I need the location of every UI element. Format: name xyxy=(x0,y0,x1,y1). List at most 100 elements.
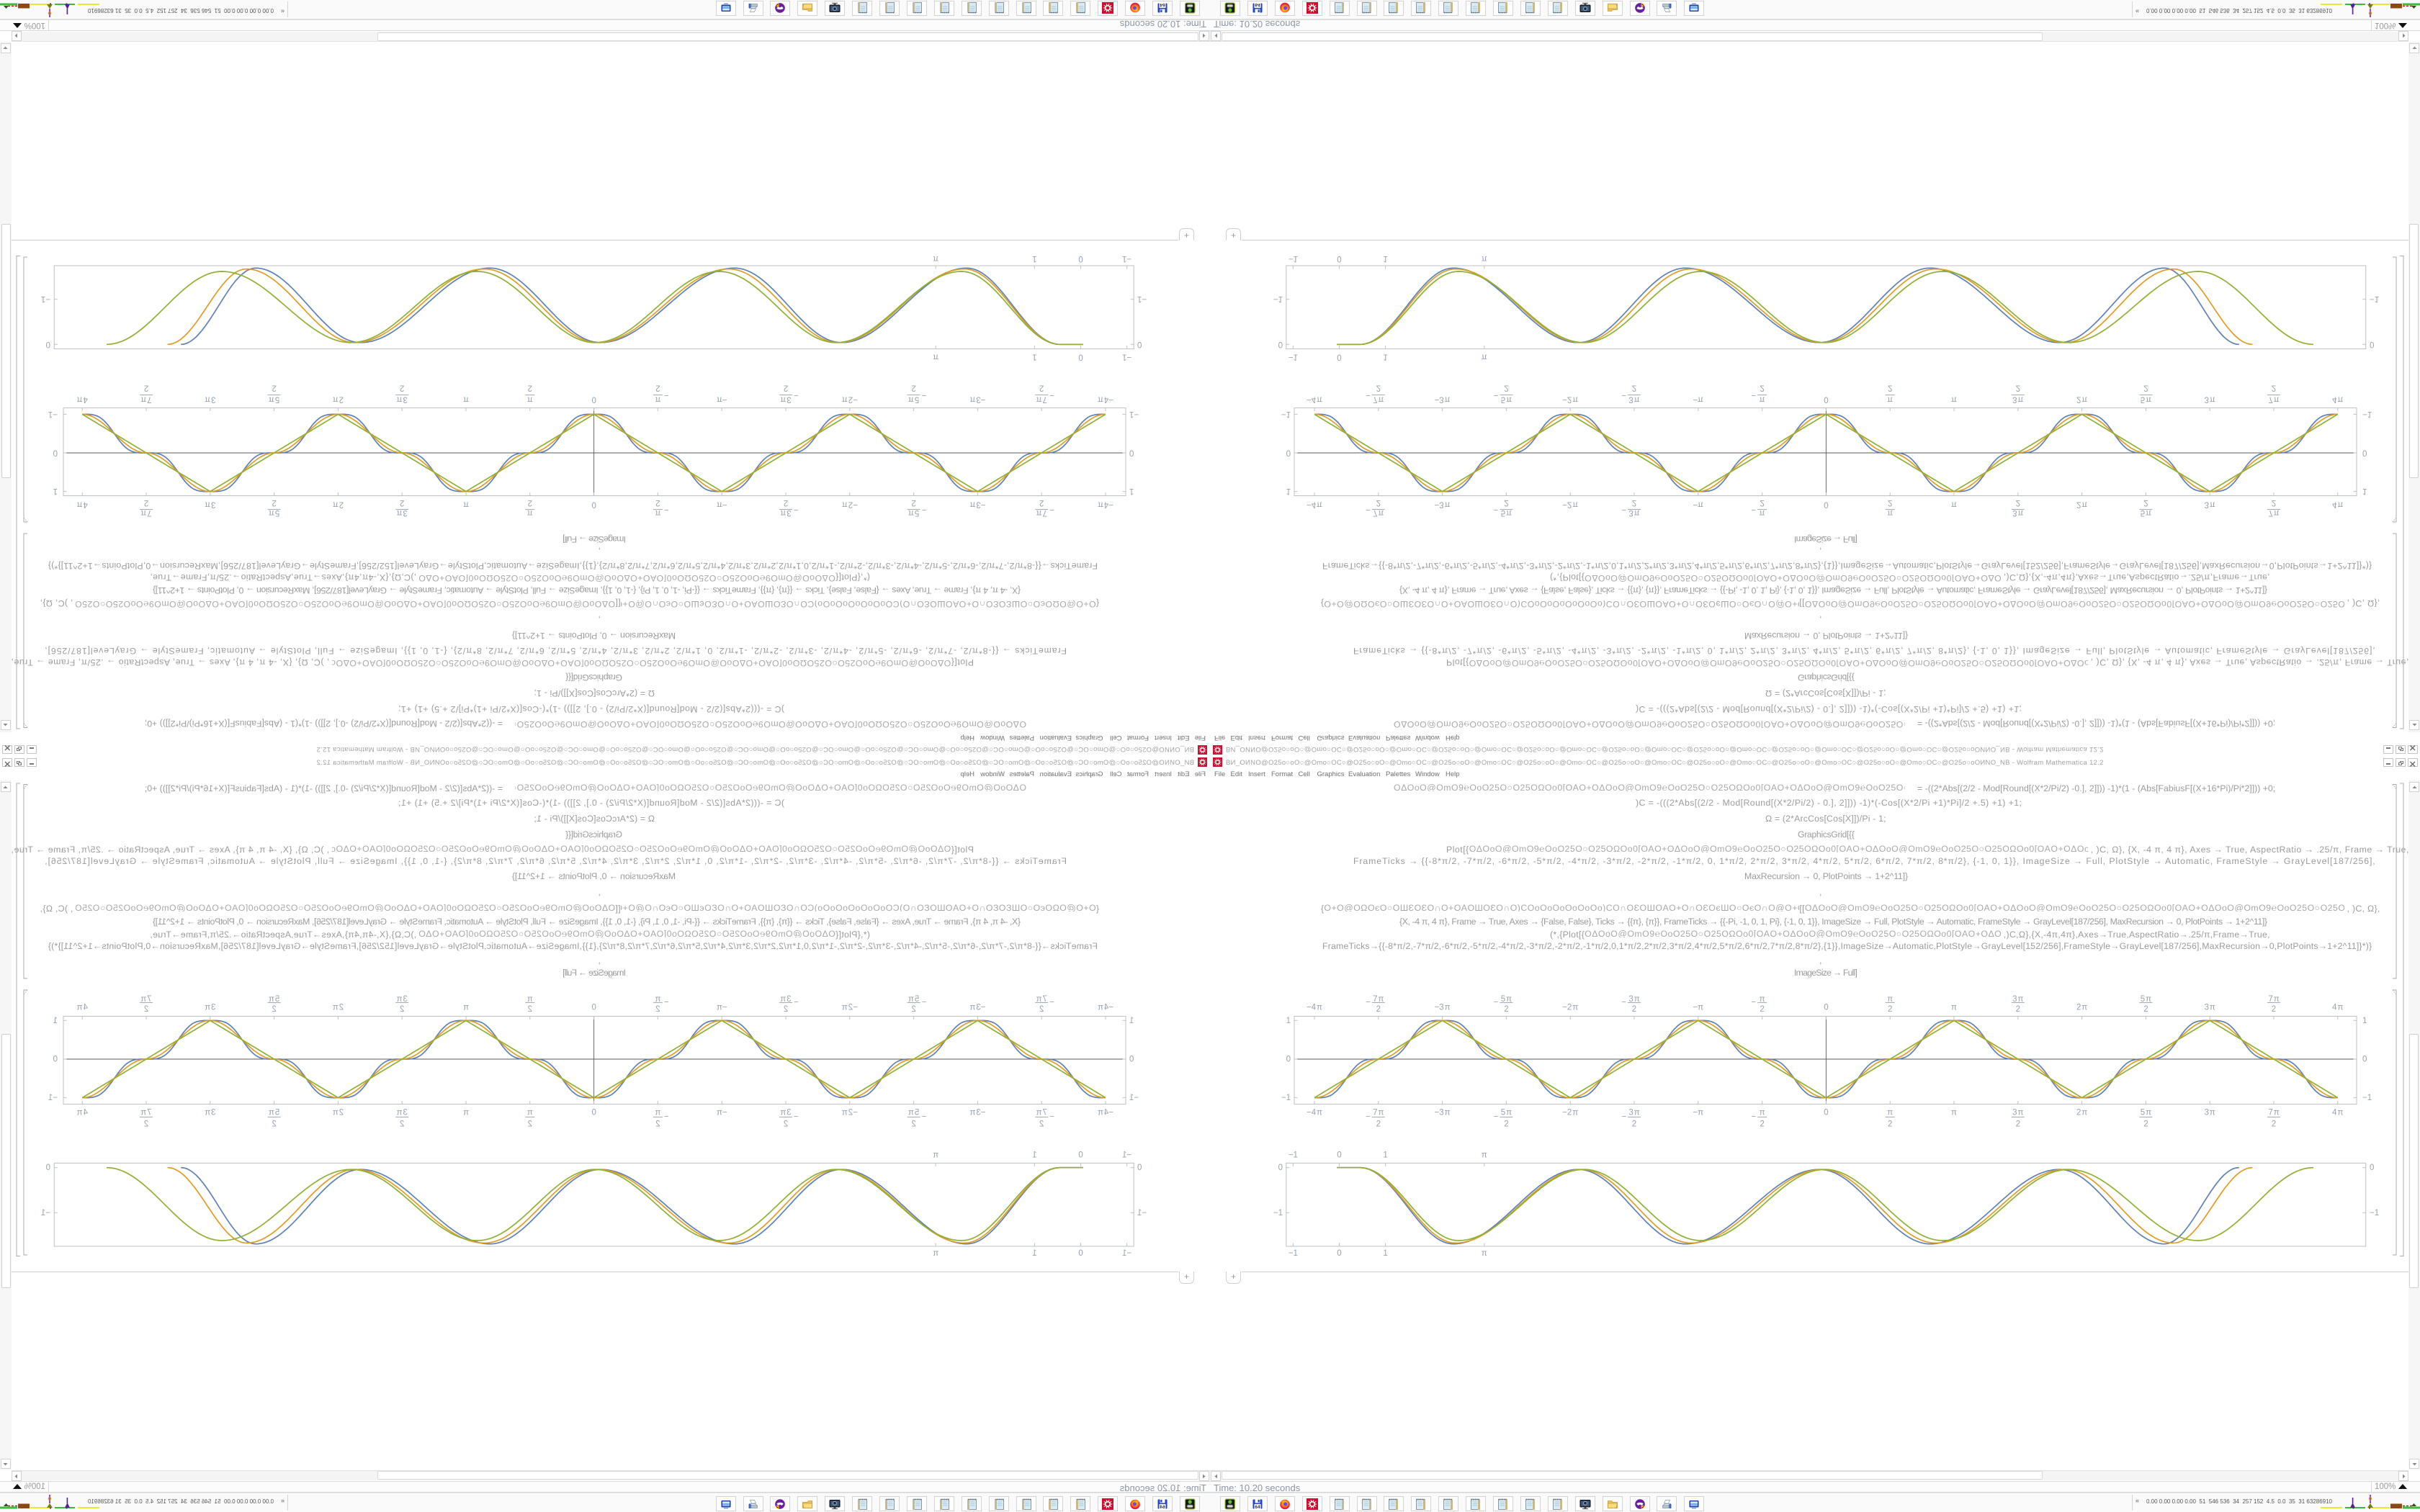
svg-text:π: π xyxy=(527,1109,533,1117)
svg-text:2: 2 xyxy=(1504,498,1508,507)
svg-text:0: 0 xyxy=(1137,340,1142,348)
svg-text:7 π: 7 π xyxy=(140,508,151,517)
svg-text:−1: −1 xyxy=(41,294,50,303)
svg-text:0: 0 xyxy=(53,1056,58,1064)
svg-text:5 π: 5 π xyxy=(2141,995,2151,1004)
svg-text:2: 2 xyxy=(1039,498,1044,507)
svg-text:2: 2 xyxy=(272,1120,276,1129)
svg-text:0: 0 xyxy=(1337,1151,1341,1160)
svg-text:3 π: 3 π xyxy=(2205,1004,2215,1012)
svg-text:−: − xyxy=(1049,999,1054,1007)
svg-text:3 π: 3 π xyxy=(1628,508,1639,517)
svg-text:2: 2 xyxy=(2143,1120,2148,1129)
svg-text:3 π: 3 π xyxy=(396,395,407,404)
svg-text:0: 0 xyxy=(1129,1056,1134,1064)
svg-text:2: 2 xyxy=(144,1120,148,1129)
svg-text:0: 0 xyxy=(2370,340,2374,348)
svg-text:2: 2 xyxy=(1760,384,1764,392)
svg-text:π: π xyxy=(1760,1109,1765,1117)
svg-text:2: 2 xyxy=(655,384,660,392)
svg-text:2: 2 xyxy=(2016,1005,2020,1014)
svg-text:π: π xyxy=(463,395,469,404)
svg-text:2: 2 xyxy=(528,498,532,507)
svg-text:1: 1 xyxy=(1383,1249,1387,1258)
svg-text:−3 π: −3 π xyxy=(969,500,985,509)
svg-text:−: − xyxy=(1366,999,1371,1007)
svg-text:3 π: 3 π xyxy=(1628,395,1639,404)
svg-text:0: 0 xyxy=(2362,449,2367,457)
svg-text:0: 0 xyxy=(1337,1249,1341,1258)
svg-text:−1: −1 xyxy=(1122,254,1131,263)
svg-text:−3 π: −3 π xyxy=(969,1004,985,1012)
svg-text:7 π: 7 π xyxy=(1036,995,1047,1004)
svg-text:2: 2 xyxy=(144,1005,148,1014)
svg-text:π: π xyxy=(463,1109,469,1117)
svg-text:−π: −π xyxy=(1693,500,1703,509)
svg-text:−1: −1 xyxy=(1122,353,1131,361)
svg-text:5 π: 5 π xyxy=(908,1109,919,1117)
svg-text:2 π: 2 π xyxy=(333,395,344,404)
svg-text:0: 0 xyxy=(1286,449,1291,457)
svg-text:2 π: 2 π xyxy=(2076,1004,2087,1012)
svg-text:5 π: 5 π xyxy=(269,508,279,517)
svg-text:0: 0 xyxy=(1129,449,1134,457)
svg-text:4 π: 4 π xyxy=(2332,500,2343,509)
svg-text:7 π: 7 π xyxy=(2268,995,2279,1004)
svg-text:−: − xyxy=(1049,505,1054,513)
svg-text:−1: −1 xyxy=(1289,1151,1298,1160)
svg-text:5 π: 5 π xyxy=(1501,508,1512,517)
svg-text:7 π: 7 π xyxy=(1036,1109,1047,1117)
svg-text:0: 0 xyxy=(1824,1004,1828,1012)
svg-text:−2 π: −2 π xyxy=(1562,1004,1578,1012)
svg-text:7 π: 7 π xyxy=(1036,395,1047,404)
svg-text:2: 2 xyxy=(784,1005,788,1014)
svg-text:1: 1 xyxy=(53,487,58,495)
svg-text:2: 2 xyxy=(528,1005,532,1014)
svg-text:2: 2 xyxy=(1504,384,1508,392)
svg-text:π: π xyxy=(527,395,533,404)
svg-text:4 π: 4 π xyxy=(76,1109,87,1117)
svg-text:3 π: 3 π xyxy=(396,995,407,1004)
svg-text:2: 2 xyxy=(2016,498,2020,507)
svg-text:0: 0 xyxy=(1078,353,1083,361)
svg-text:2: 2 xyxy=(1376,384,1381,392)
svg-text:−4 π: −4 π xyxy=(1307,500,1322,509)
svg-text:0: 0 xyxy=(591,1004,596,1012)
svg-text:π: π xyxy=(655,995,660,1004)
svg-text:−: − xyxy=(794,999,799,1007)
svg-text:−3 π: −3 π xyxy=(1435,395,1451,404)
svg-text:2: 2 xyxy=(784,498,788,507)
svg-text:2: 2 xyxy=(655,498,660,507)
svg-text:3 π: 3 π xyxy=(2012,395,2023,404)
svg-text:π: π xyxy=(1760,508,1765,517)
svg-text:2: 2 xyxy=(528,1120,532,1129)
svg-text:π: π xyxy=(655,1109,660,1117)
svg-text:2: 2 xyxy=(400,384,404,392)
svg-text:2: 2 xyxy=(784,384,788,392)
svg-text:0: 0 xyxy=(1078,254,1083,263)
svg-text:2: 2 xyxy=(144,498,148,507)
svg-text:π: π xyxy=(933,353,938,361)
svg-text:−π: −π xyxy=(1693,1004,1703,1012)
svg-text:−1: −1 xyxy=(48,1094,58,1102)
svg-text:3 π: 3 π xyxy=(1628,1109,1639,1117)
svg-text:π: π xyxy=(1887,995,1893,1004)
svg-text:1: 1 xyxy=(1286,1017,1291,1025)
svg-text:−π: −π xyxy=(717,395,727,404)
svg-text:−: − xyxy=(921,1113,926,1122)
svg-text:2: 2 xyxy=(2143,498,2148,507)
svg-text:64: 64 xyxy=(1160,1505,1165,1510)
svg-text:−1: −1 xyxy=(1129,410,1139,418)
svg-text:64: 64 xyxy=(1255,2,1260,7)
svg-text:−1: −1 xyxy=(2362,1094,2372,1102)
svg-text:2: 2 xyxy=(911,384,915,392)
svg-text:2: 2 xyxy=(1888,384,1892,392)
svg-text:−1: −1 xyxy=(1273,1209,1283,1218)
svg-text:2: 2 xyxy=(911,1120,915,1129)
svg-text:3 π: 3 π xyxy=(2205,1109,2215,1117)
svg-text:−: − xyxy=(1049,1113,1054,1122)
svg-text:1: 1 xyxy=(2362,1017,2367,1025)
svg-text:−4 π: −4 π xyxy=(1307,1004,1322,1012)
svg-text:2: 2 xyxy=(1632,498,1636,507)
svg-text:3 π: 3 π xyxy=(2205,500,2215,509)
